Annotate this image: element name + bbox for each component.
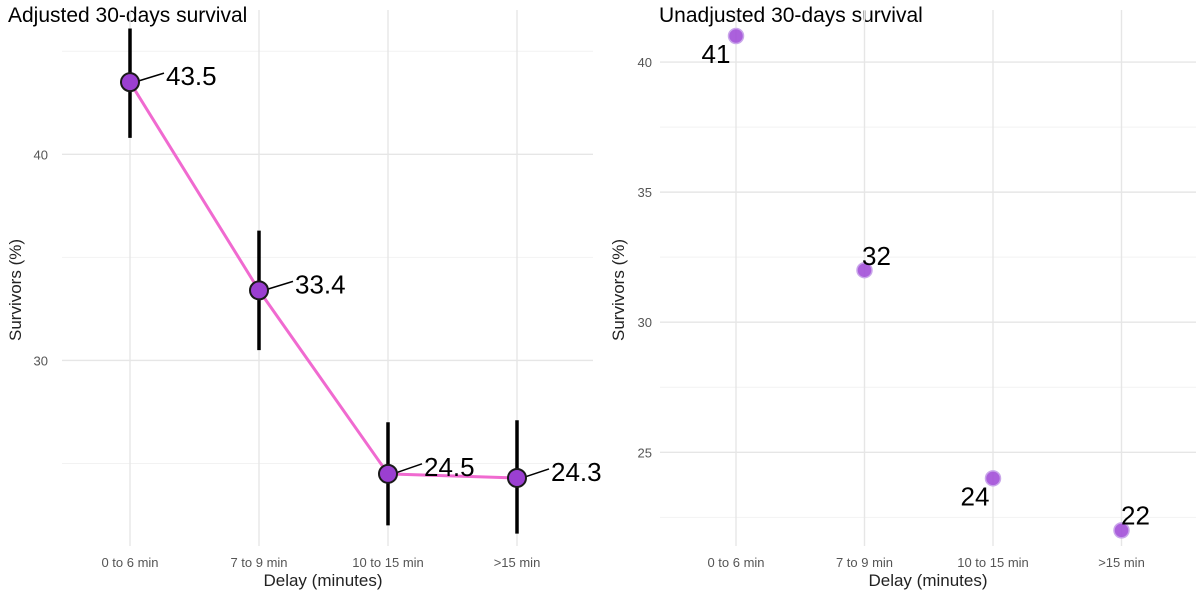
x-tick-label: >15 min bbox=[494, 555, 541, 570]
data-point bbox=[1113, 522, 1130, 539]
y-tick-label: 25 bbox=[638, 445, 652, 460]
y-tick-label: 40 bbox=[638, 55, 652, 70]
data-point bbox=[507, 467, 527, 488]
unadjusted-gridlines bbox=[660, 10, 1196, 546]
adjusted-y-axis-title: Survivors (%) bbox=[6, 239, 25, 341]
data-label: 24.5 bbox=[424, 452, 475, 482]
x-tick-label: 0 to 6 min bbox=[101, 555, 158, 570]
x-tick-label: 10 to 15 min bbox=[957, 555, 1029, 570]
data-point bbox=[856, 261, 873, 279]
unadjusted-data-marks: 41 32 24 22 bbox=[702, 27, 1150, 539]
data-label: 32 bbox=[862, 241, 891, 271]
label-leader bbox=[266, 280, 294, 291]
label-leader bbox=[395, 463, 423, 474]
adjusted-survival-panel: Adjusted 30-days survival 30 40 0 to 6 mi… bbox=[6, 4, 602, 590]
x-tick-label: 7 to 9 min bbox=[230, 555, 287, 570]
y-tick-label: 35 bbox=[638, 185, 652, 200]
adjusted-y-tick-labels: 30 40 bbox=[34, 147, 48, 368]
series-line bbox=[128, 81, 518, 480]
data-label: 24 bbox=[961, 481, 990, 511]
x-tick-label: 7 to 9 min bbox=[836, 555, 893, 570]
unadjusted-y-axis-title: Survivors (%) bbox=[609, 239, 628, 341]
label-leader bbox=[524, 468, 550, 478]
data-label: 41 bbox=[702, 39, 731, 69]
data-point bbox=[120, 72, 140, 93]
unadjusted-chart-title: Unadjusted 30-days survival bbox=[659, 4, 923, 27]
x-tick-label: 10 to 15 min bbox=[352, 555, 424, 570]
y-tick-label: 30 bbox=[638, 315, 652, 330]
adjusted-x-axis-title: Delay (minutes) bbox=[263, 571, 382, 590]
data-label: 24.3 bbox=[551, 457, 602, 487]
data-point bbox=[249, 280, 269, 301]
data-point bbox=[378, 463, 398, 484]
data-label: 22 bbox=[1121, 500, 1150, 530]
adjusted-x-tick-labels: 0 to 6 min 7 to 9 min 10 to 15 min >15 min bbox=[101, 555, 540, 570]
unadjusted-survival-panel: Unadjusted 30-days survival 25 30 35 40 0 t… bbox=[609, 4, 1196, 590]
data-point bbox=[984, 470, 1002, 487]
adjusted-data-marks: 43.5 33.4 24.5 24.3 bbox=[120, 28, 602, 534]
x-tick-label: >15 min bbox=[1098, 555, 1145, 570]
label-leader bbox=[137, 72, 165, 82]
data-point bbox=[727, 27, 745, 45]
y-tick-label: 30 bbox=[34, 353, 48, 368]
data-label: 33.4 bbox=[295, 269, 346, 299]
adjusted-chart-title: Adjusted 30-days survival bbox=[8, 4, 247, 27]
unadjusted-x-axis-title: Delay (minutes) bbox=[868, 571, 987, 590]
y-tick-label: 40 bbox=[34, 147, 48, 162]
unadjusted-y-tick-labels: 25 30 35 40 bbox=[638, 55, 652, 460]
unadjusted-x-tick-labels: 0 to 6 min 7 to 9 min 10 to 15 min >15 min bbox=[707, 555, 1144, 570]
x-tick-label: 0 to 6 min bbox=[707, 555, 764, 570]
data-label: 43.5 bbox=[166, 61, 217, 91]
